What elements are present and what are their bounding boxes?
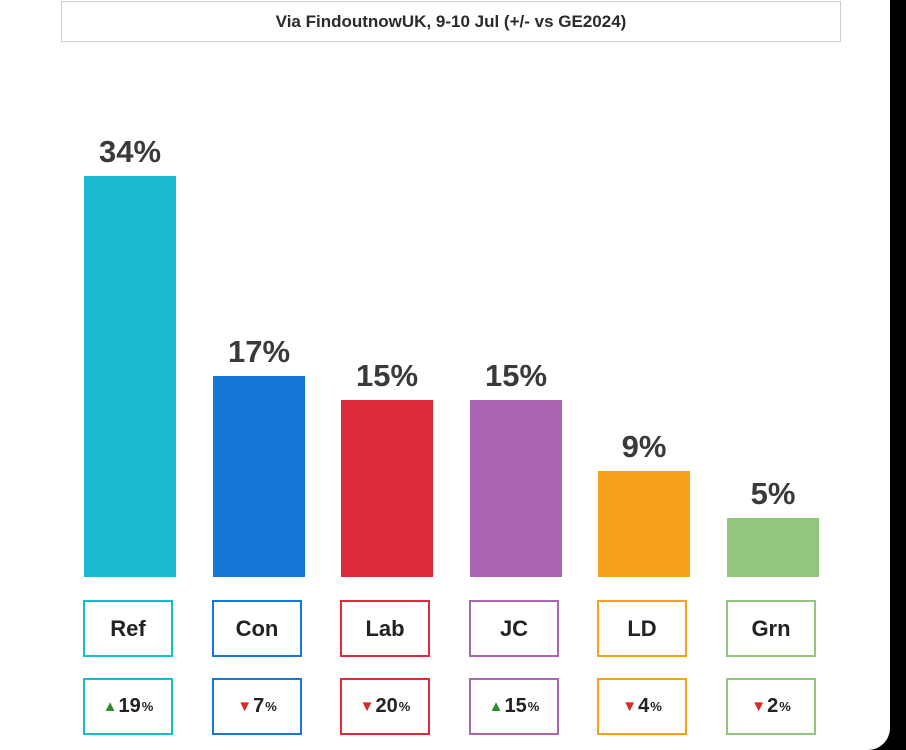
value-label-ref: 34% bbox=[98, 134, 162, 169]
bar-lab bbox=[341, 400, 433, 577]
value-label-grn: 5% bbox=[750, 476, 796, 511]
change-box-con: ▼ 7% bbox=[212, 678, 302, 735]
change-unit: % bbox=[650, 699, 662, 714]
change-unit: % bbox=[398, 699, 411, 714]
bar-jc bbox=[470, 400, 562, 577]
down-triangle-icon: ▼ bbox=[751, 698, 767, 715]
change-value: 15 bbox=[504, 695, 527, 717]
change-value: 19 bbox=[118, 695, 141, 717]
party-label-grn: Grn bbox=[726, 600, 816, 657]
party-label-ref: Ref bbox=[83, 600, 173, 657]
change-box-ld: ▼ 4% bbox=[597, 678, 687, 735]
change-box-lab: ▼ 20% bbox=[340, 678, 430, 735]
bar-grn bbox=[727, 518, 819, 577]
party-label-con: Con bbox=[212, 600, 302, 657]
change-unit: % bbox=[527, 699, 540, 714]
party-label-jc: JC bbox=[469, 600, 559, 657]
up-triangle-icon: ▲ bbox=[102, 698, 118, 715]
value-label-ld: 9% bbox=[621, 429, 667, 464]
party-label-lab: Lab bbox=[340, 600, 430, 657]
change-value: 20 bbox=[375, 695, 398, 717]
down-triangle-icon: ▼ bbox=[359, 698, 375, 715]
party-label-ld: LD bbox=[597, 600, 687, 657]
change-unit: % bbox=[141, 699, 154, 714]
value-label-lab: 15% bbox=[355, 358, 419, 393]
change-unit: % bbox=[779, 699, 791, 714]
bar-con bbox=[213, 376, 305, 577]
bar-ref bbox=[84, 176, 176, 577]
change-value: 7 bbox=[253, 695, 265, 717]
change-value: 2 bbox=[767, 695, 779, 717]
change-box-ref: ▲ 19% bbox=[83, 678, 173, 735]
value-label-jc: 15% bbox=[484, 358, 548, 393]
change-unit: % bbox=[265, 699, 277, 714]
value-label-con: 17% bbox=[227, 334, 291, 369]
change-value: 4 bbox=[638, 695, 650, 717]
change-box-grn: ▼ 2% bbox=[726, 678, 816, 735]
change-box-jc: ▲ 15% bbox=[469, 678, 559, 735]
up-triangle-icon: ▲ bbox=[488, 698, 504, 715]
chart-title: Via FindoutnowUK, 9-10 Jul (+/- vs GE202… bbox=[61, 1, 841, 42]
bar-ld bbox=[598, 471, 690, 577]
down-triangle-icon: ▼ bbox=[622, 698, 638, 715]
down-triangle-icon: ▼ bbox=[237, 698, 253, 715]
